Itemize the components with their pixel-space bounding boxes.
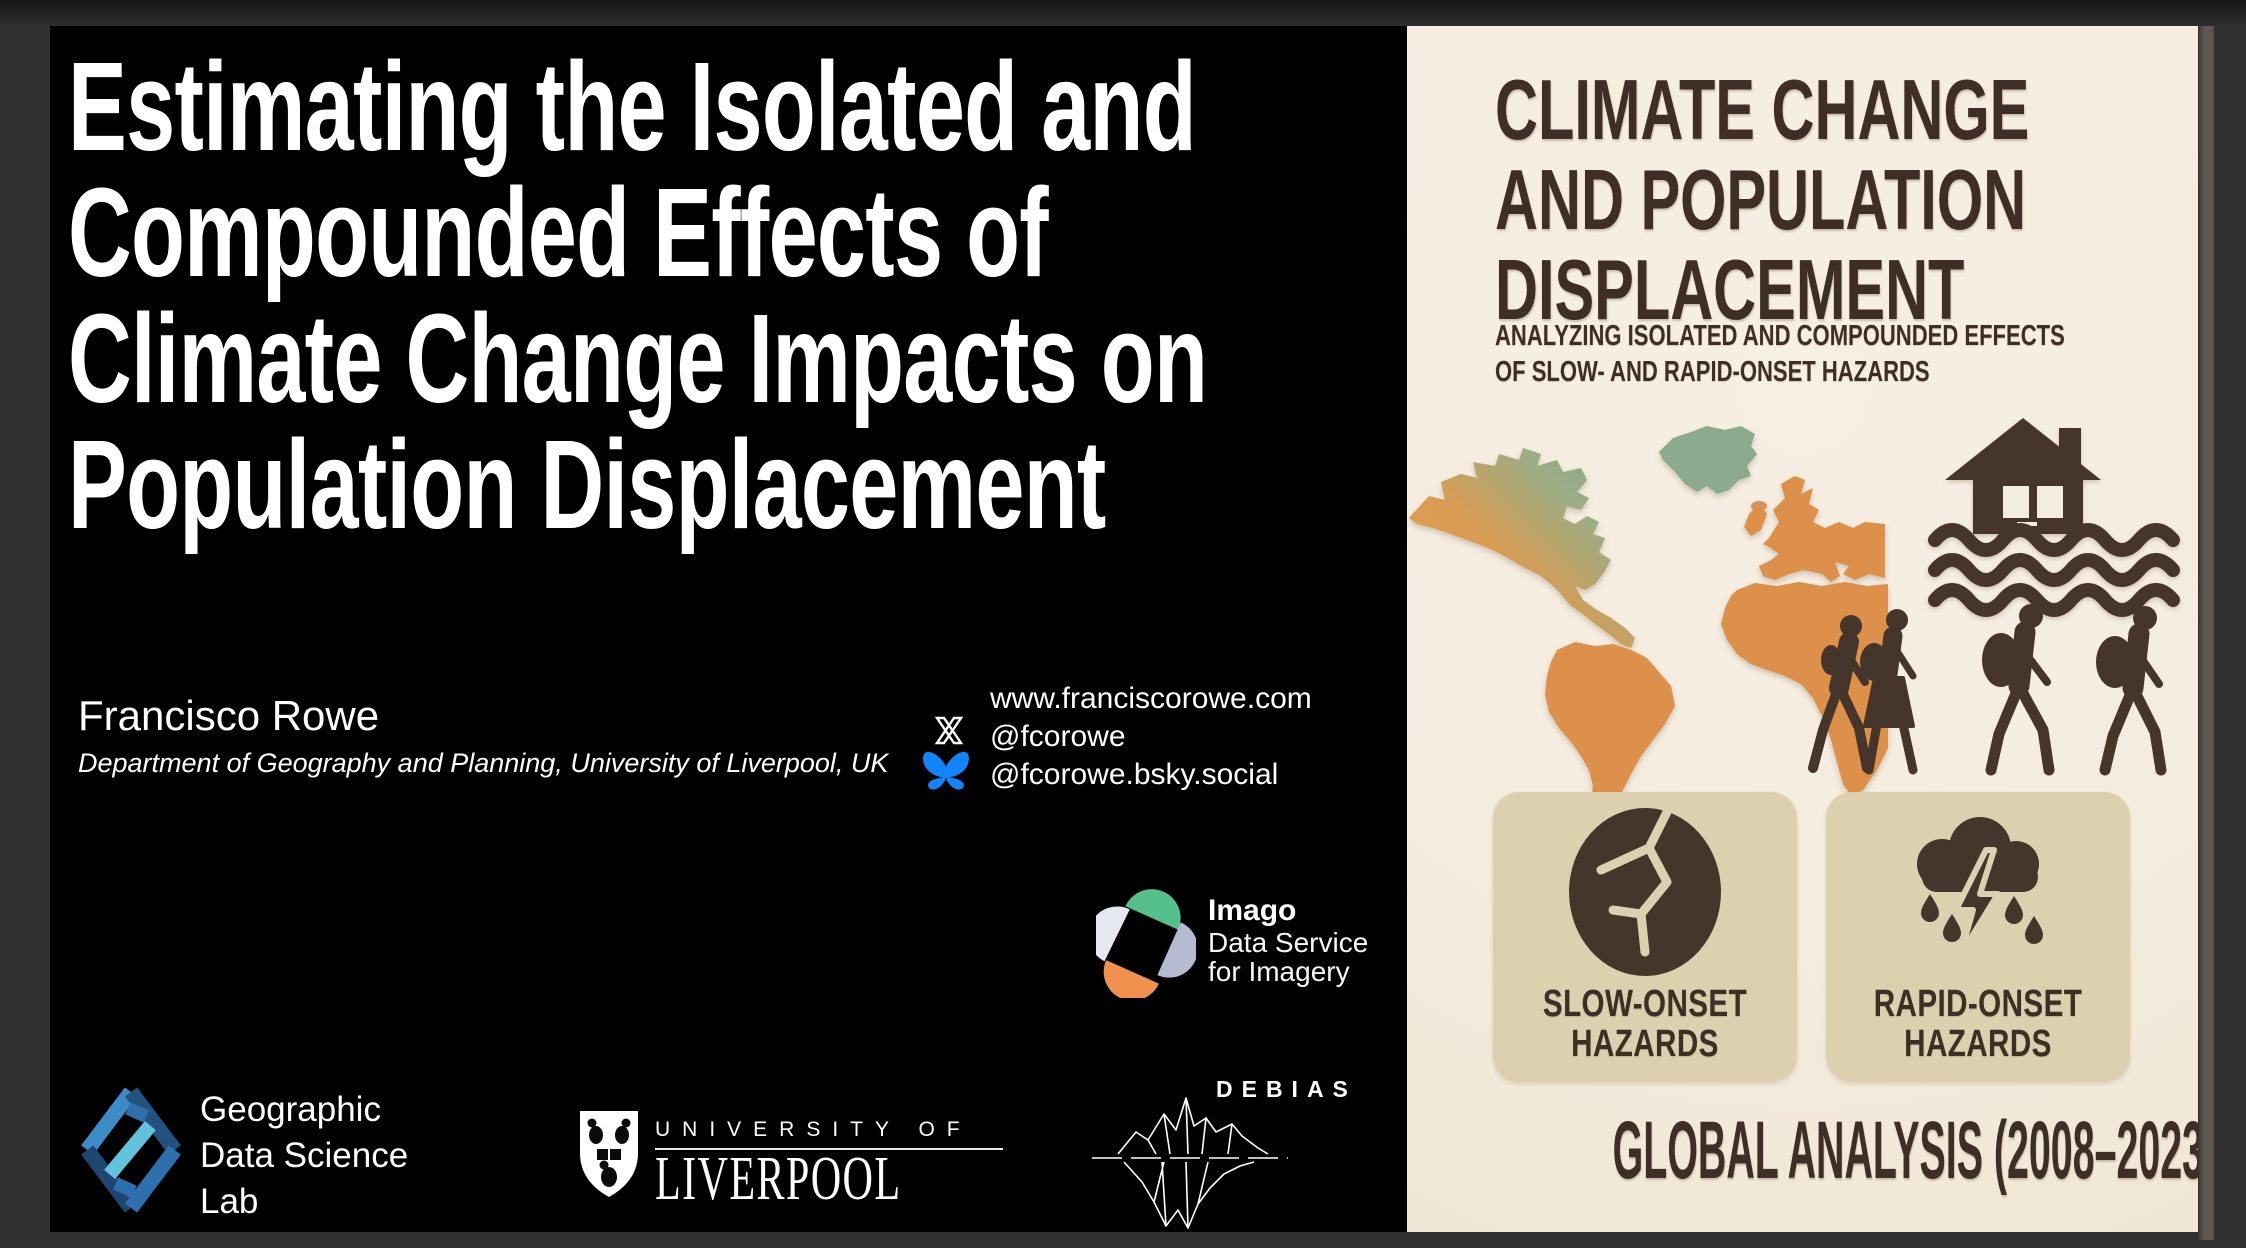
poster-subtitle-line-1: ANALYZING ISOLATED AND COMPOUNDED EFFECT… xyxy=(1495,320,2065,352)
slide-title-line-2: Compounded Effects of xyxy=(68,162,1049,303)
gdsl-logo-line-3: Lab xyxy=(200,1182,259,1221)
imago-logo-subtitle-1: Data Service xyxy=(1208,927,1369,958)
gdsl-logo-line-2: Data Science xyxy=(200,1136,409,1175)
imago-logo-title: Imago xyxy=(1208,894,1297,927)
next-slide-edge-strip[interactable] xyxy=(2199,26,2214,1240)
storm-cloud-icon xyxy=(1917,817,2043,959)
slide-title-line-4: Population Displacement xyxy=(68,414,1106,555)
slow-onset-label-line-2: HAZARDS xyxy=(1571,1023,1719,1065)
rapid-onset-label-line-1: RAPID-ONSET xyxy=(1873,983,2083,1025)
debias-iceberg-icon xyxy=(1092,1097,1288,1229)
poster-title-line-1: CLIMATE CHANGE xyxy=(1495,63,2030,158)
slide-title-line-1: Estimating the Isolated and xyxy=(68,36,1197,177)
slow-onset-label-line-1: SLOW-ONSET xyxy=(1542,983,1748,1025)
debias-logo-label: DEBIAS xyxy=(1216,1076,1357,1102)
poster-footer-text: GLOBAL ANALYSIS (2008–2023) xyxy=(1612,1105,2198,1196)
climate-displacement-graphic xyxy=(1409,418,2180,816)
bluesky-handle-link[interactable]: @fcorowe.bsky.social xyxy=(990,758,1279,791)
map-south-america xyxy=(1545,642,1675,816)
poster-subtitle-line-2: OF SLOW- AND RAPID-ONSET HAZARDS xyxy=(1495,356,1930,388)
imago-logo-subtitle-2: for Imagery xyxy=(1208,956,1350,987)
slow-onset-hazards-card: SLOW-ONSET HAZARDS xyxy=(1493,792,1797,1082)
liverpool-logo-small-text: UNIVERSITY OF xyxy=(655,1118,972,1141)
imago-logo-icon xyxy=(1096,889,1196,998)
slow-onset-label: SLOW-ONSET HAZARDS xyxy=(1526,984,1763,1064)
poster-panel: CLIMATE CHANGE AND POPULATION DISPLACEME… xyxy=(1407,26,2198,1232)
flooded-house-icon xyxy=(1928,418,2180,617)
walker-2-dress xyxy=(1860,609,1918,775)
flood-waves-icon xyxy=(1928,523,2180,617)
slide: Estimating the Isolated and Compounded E… xyxy=(50,26,2198,1232)
rapid-onset-label-line-2: HAZARDS xyxy=(1904,1023,2052,1065)
author-affiliation: Department of Geography and Planning, Un… xyxy=(78,748,889,778)
x-handle-link[interactable]: @fcorowe xyxy=(990,720,1126,753)
poster-title-line-2: AND POPULATION xyxy=(1495,153,2027,248)
poster-subtitle: ANALYZING ISOLATED AND COMPOUNDED EFFECT… xyxy=(1495,318,2065,390)
rapid-onset-label: RAPID-ONSET HAZARDS xyxy=(1859,984,2096,1064)
slide-title: Estimating the Isolated and Compounded E… xyxy=(68,36,1208,555)
title-panel: Estimating the Isolated and Compounded E… xyxy=(50,26,1407,1232)
map-greenland xyxy=(1659,426,1757,494)
window-top-frame xyxy=(0,0,2246,26)
migrants-walking-icon xyxy=(1808,604,2167,776)
walker-4-backpack xyxy=(2096,606,2167,776)
bluesky-butterfly-icon xyxy=(923,751,969,790)
map-europe xyxy=(1759,476,1885,582)
x-logo-icon xyxy=(934,716,964,745)
poster-title: CLIMATE CHANGE AND POPULATION DISPLACEME… xyxy=(1495,66,2029,336)
poster-title-line-3: DISPLACEMENT xyxy=(1495,243,1965,338)
slide-title-line-3: Climate Change Impacts on xyxy=(68,288,1208,429)
walker-3-backpack xyxy=(1982,604,2055,776)
map-north-america xyxy=(1409,448,1635,648)
walker-1 xyxy=(1808,615,1872,773)
gdsl-logo-icon xyxy=(81,1087,181,1213)
cracked-earth-icon xyxy=(1569,806,1721,976)
author-name: Francisco Rowe xyxy=(78,692,380,739)
liverpool-shield-icon xyxy=(580,1111,638,1197)
gdsl-logo-line-1: Geographic xyxy=(200,1090,381,1129)
rapid-onset-hazards-card: RAPID-ONSET HAZARDS xyxy=(1826,792,2130,1082)
contact-block: www.franciscorowe.com @fcorowe @fcorowe.… xyxy=(990,680,1312,794)
map-uk xyxy=(1744,504,1767,536)
liverpool-logo-rule xyxy=(655,1148,1003,1150)
liverpool-logo-large-text: LIVERPOOL xyxy=(655,1145,902,1213)
website-link[interactable]: www.franciscorowe.com xyxy=(990,682,1312,715)
